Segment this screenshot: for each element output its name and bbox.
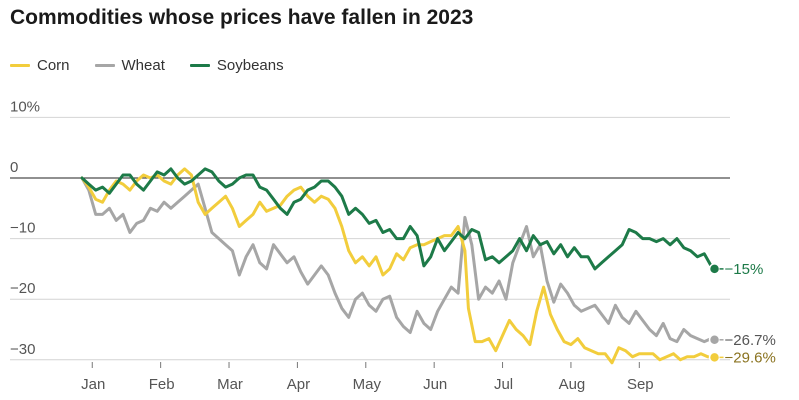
legend: Corn Wheat Soybeans	[10, 57, 309, 74]
x-tick-label-may: May	[353, 376, 382, 393]
legend-item-wheat: Wheat	[94, 57, 165, 74]
end-marker-soybeans	[708, 263, 721, 275]
y-tick-label-10: −10	[10, 220, 35, 237]
y-tick-label-30: −30	[10, 341, 35, 358]
legend-item-corn: Corn	[10, 57, 70, 74]
x-tick-label-jul: Jul	[494, 376, 513, 393]
end-marker-corn	[708, 351, 721, 364]
end-label-wheat: −26.7%	[725, 332, 776, 349]
legend-label-soybeans: Soybeans	[216, 57, 284, 74]
x-tick-label-aug: Aug	[559, 376, 586, 393]
y-tick-label-10: 10%	[10, 98, 40, 115]
end-label-soybeans: −15%	[725, 261, 764, 278]
x-tick-label-feb: Feb	[149, 376, 175, 393]
x-tick-label-apr: Apr	[287, 376, 310, 393]
legend-swatch-wheat	[94, 64, 115, 67]
legend-item-soybeans: Soybeans	[189, 57, 284, 74]
x-tick-label-jun: Jun	[423, 376, 447, 393]
legend-swatch-soybeans	[189, 64, 210, 67]
legend-label-corn: Corn	[37, 57, 70, 74]
legend-label-wheat: Wheat	[121, 57, 165, 74]
series-line-soybeans	[80, 167, 716, 271]
legend-swatch-corn	[10, 64, 30, 67]
y-tick-label-0: 0	[10, 159, 18, 176]
series-line-corn	[80, 167, 716, 365]
end-marker-wheat	[708, 334, 721, 346]
end-label-corn: −29.6%	[725, 349, 776, 366]
chart-title: Commodities whose prices have fallen in …	[10, 6, 474, 29]
y-tick-label-20: −20	[10, 280, 35, 297]
x-tick-label-sep: Sep	[627, 376, 654, 393]
series-line-wheat	[80, 176, 716, 344]
x-tick-label-mar: Mar	[217, 376, 243, 393]
x-tick-label-jan: Jan	[81, 376, 105, 393]
